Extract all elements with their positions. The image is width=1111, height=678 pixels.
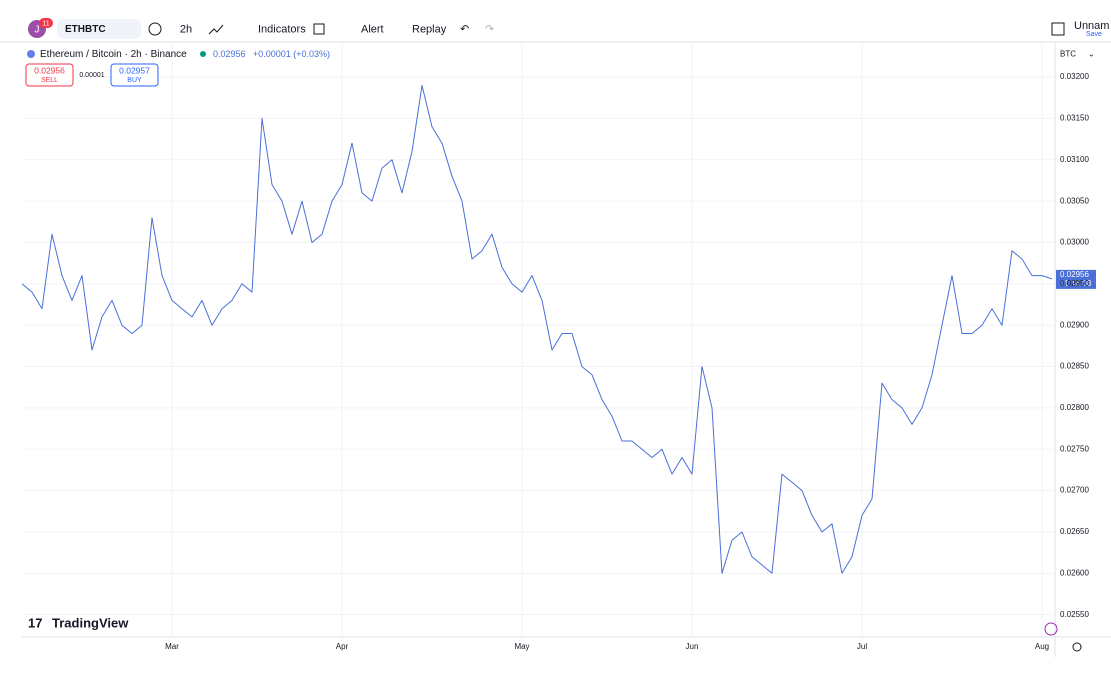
x-tick-label: Aug — [1035, 642, 1049, 651]
y-tick-label: 0.02700 — [1060, 486, 1089, 495]
spread: 0.00001 — [79, 72, 104, 79]
alert-button[interactable]: Alert — [361, 23, 384, 35]
y-tick-label: 0.02950 — [1060, 279, 1089, 288]
x-tick-label: Mar — [165, 642, 179, 651]
interval[interactable]: 2h — [180, 23, 192, 35]
y-tick-label: 0.02850 — [1060, 362, 1089, 371]
y-tick-label: 0.02900 — [1060, 320, 1089, 329]
legend-title: Ethereum / Bitcoin · 2h · Binance — [40, 49, 187, 60]
x-tick-label: Jul — [857, 642, 867, 651]
undo-button[interactable]: ↶ — [460, 23, 469, 35]
sell-price: 0.02956 — [34, 65, 65, 75]
events-icon[interactable] — [1044, 622, 1058, 636]
y-tick-label: 0.02750 — [1060, 444, 1089, 453]
x-tick-label: Jun — [686, 642, 699, 651]
y-tick-label: 0.03050 — [1060, 196, 1089, 205]
y-tick-label: 0.02800 — [1060, 403, 1089, 412]
settings-button[interactable] — [1072, 642, 1082, 652]
layout-name[interactable]: Unnam — [1074, 20, 1109, 32]
symbol-icon — [27, 50, 35, 58]
templates-button[interactable] — [313, 23, 325, 35]
buy-label: BUY — [127, 77, 142, 84]
y-tick-label: 0.03000 — [1060, 238, 1089, 247]
last-price-box — [1056, 269, 1096, 289]
indicators-button[interactable]: Indicators — [258, 23, 306, 35]
logo-mark: 17 — [28, 615, 42, 630]
market-status — [200, 51, 206, 57]
buy-button[interactable] — [110, 63, 159, 87]
replay-button[interactable]: Replay — [412, 23, 447, 35]
avatar-letter: J — [35, 25, 40, 36]
buy-price: 0.02957 — [119, 65, 150, 75]
last-price: 0.02956 — [1060, 270, 1089, 279]
badge-count: 11 — [42, 20, 49, 27]
chart-style-button[interactable] — [208, 24, 224, 35]
y-tick-label: 0.02650 — [1060, 527, 1089, 536]
x-tick-label: May — [514, 642, 529, 651]
badge — [39, 18, 53, 28]
currency[interactable]: BTC — [1060, 50, 1076, 59]
save-status: Save — [1086, 31, 1102, 38]
y-tick-label: 0.03100 — [1060, 155, 1089, 164]
legend-change: +0.00001 (+0.03%) — [253, 49, 330, 59]
x-tick-label: Apr — [336, 642, 349, 651]
symbol-search[interactable] — [57, 19, 141, 39]
y-tick-label: 0.02600 — [1060, 568, 1089, 577]
logo: TradingView — [52, 615, 129, 630]
sell-label: SELL — [41, 77, 58, 84]
redo-button[interactable]: ↷ — [485, 23, 494, 35]
legend-price: 0.02956 — [213, 49, 246, 59]
currency-dropdown[interactable]: ⌄ — [1088, 50, 1095, 59]
sell-button[interactable] — [25, 63, 74, 87]
countdown: 01:16:08 — [1060, 279, 1092, 288]
price-line — [21, 84, 1053, 574]
y-tick-label: 0.03200 — [1060, 72, 1089, 81]
symbol: ETHBTC — [65, 24, 106, 35]
y-tick-label: 0.03150 — [1060, 114, 1089, 123]
y-tick-label: 0.02550 — [1060, 610, 1089, 619]
layout-checkbox[interactable] — [1051, 22, 1065, 36]
compare-button[interactable] — [148, 22, 162, 36]
